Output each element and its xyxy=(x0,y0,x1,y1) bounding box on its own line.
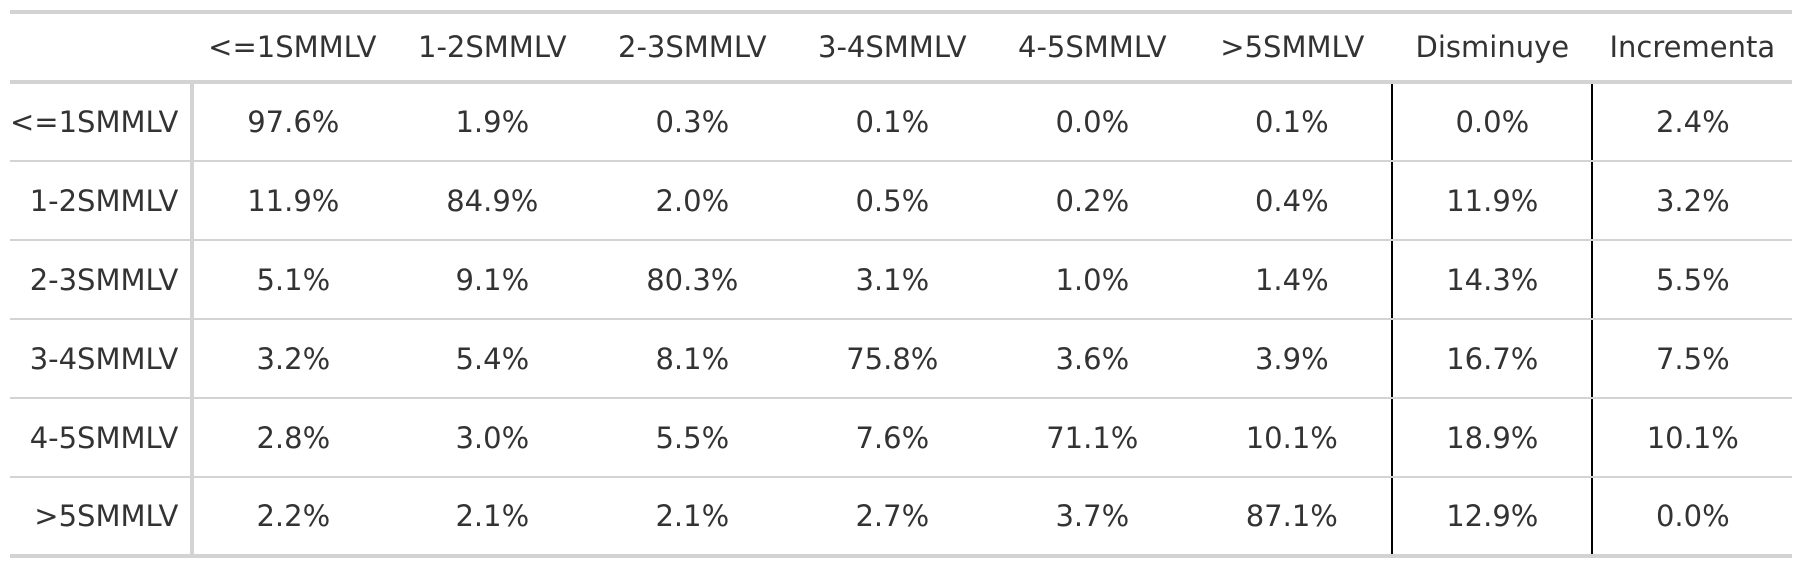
row-label: >5SMMLV xyxy=(10,477,195,558)
table-cell: 0.0% xyxy=(1591,477,1793,558)
table-cell: 5.1% xyxy=(192,240,393,320)
table-cell: 9.1% xyxy=(392,240,593,320)
table-cell: 0.2% xyxy=(992,161,1193,241)
table-cell: 97.6% xyxy=(192,82,393,162)
row-label: 2-3SMMLV xyxy=(10,240,195,320)
column-header: 4-5SMMLV xyxy=(992,10,1193,84)
table-row: 3-4SMMLV 3.2% 5.4% 8.1% 75.8% 3.6% 3.9% 16.7% 7.… xyxy=(10,319,1793,399)
table-cell: 0.1% xyxy=(792,82,993,162)
table-cell: 10.1% xyxy=(1591,398,1793,478)
table-cell: 71.1% xyxy=(992,398,1193,478)
table-row: 1-2SMMLV 11.9% 84.9% 2.0% 0.5% 0.2% 0.4% 11.9% 3… xyxy=(10,161,1793,241)
column-header: >5SMMLV xyxy=(1192,10,1393,84)
row-label: <=1SMMLV xyxy=(10,82,195,162)
table-cell: 3.7% xyxy=(992,477,1193,558)
column-header: Disminuye xyxy=(1392,10,1593,84)
table-cell: 5.5% xyxy=(1591,240,1793,320)
table-cell: 2.4% xyxy=(1591,82,1793,162)
table-cell: 0.0% xyxy=(1391,82,1593,162)
table-cell: 80.3% xyxy=(592,240,793,320)
table-cell: 11.9% xyxy=(1391,161,1593,241)
table-cell: 3.1% xyxy=(792,240,993,320)
column-header: 3-4SMMLV xyxy=(792,10,993,84)
table-cell: 3.0% xyxy=(392,398,593,478)
column-header: <=1SMMLV xyxy=(192,10,393,84)
header-corner xyxy=(10,10,193,84)
table-cell: 2.2% xyxy=(192,477,393,558)
table-cell: 0.1% xyxy=(1192,82,1393,162)
table-cell: 10.1% xyxy=(1192,398,1393,478)
table-body: <=1SMMLV 97.6% 1.9% 0.3% 0.1% 0.0% 0.1% 0.0% 2.4… xyxy=(10,82,1793,558)
table-cell: 0.4% xyxy=(1192,161,1393,241)
table-cell: 2.1% xyxy=(392,477,593,558)
table-row: <=1SMMLV 97.6% 1.9% 0.3% 0.1% 0.0% 0.1% 0.0% 2.4… xyxy=(10,82,1793,162)
table-row: 4-5SMMLV 2.8% 3.0% 5.5% 7.6% 71.1% 10.1% 18.9% 1… xyxy=(10,398,1793,478)
row-label: 1-2SMMLV xyxy=(10,161,195,241)
table-cell: 7.6% xyxy=(792,398,993,478)
table-cell: 84.9% xyxy=(392,161,593,241)
table-cell: 87.1% xyxy=(1192,477,1393,558)
table-cell: 3.9% xyxy=(1192,319,1393,399)
column-header: 1-2SMMLV xyxy=(392,10,593,84)
table-cell: 14.3% xyxy=(1391,240,1593,320)
header-row: <=1SMMLV 1-2SMMLV 2-3SMMLV 3-4SMMLV 4-5SMMLV… xyxy=(10,10,1793,84)
table-cell: 8.1% xyxy=(592,319,793,399)
table-row: 2-3SMMLV 5.1% 9.1% 80.3% 3.1% 1.0% 1.4% 14.3% 5.… xyxy=(10,240,1793,320)
table-cell: 1.0% xyxy=(992,240,1193,320)
table-cell: 75.8% xyxy=(792,319,993,399)
row-label: 4-5SMMLV xyxy=(10,398,195,478)
table-cell: 7.5% xyxy=(1591,319,1793,399)
table-cell: 16.7% xyxy=(1391,319,1593,399)
table-cell: 3.2% xyxy=(1591,161,1793,241)
row-label: 3-4SMMLV xyxy=(10,319,195,399)
table-cell: 0.3% xyxy=(592,82,793,162)
column-header: Incrementa xyxy=(1592,10,1793,84)
table-cell: 0.5% xyxy=(792,161,993,241)
table-cell: 12.9% xyxy=(1391,477,1593,558)
table-cell: 2.7% xyxy=(792,477,993,558)
transition-table: <=1SMMLV 1-2SMMLV 2-3SMMLV 3-4SMMLV 4-5SMMLV… xyxy=(10,10,1793,558)
table-cell: 2.8% xyxy=(192,398,393,478)
table-row: >5SMMLV 2.2% 2.1% 2.1% 2.7% 3.7% 87.1% 12.9% 0.0… xyxy=(10,477,1793,558)
table-cell: 1.4% xyxy=(1192,240,1393,320)
table-cell: 5.5% xyxy=(592,398,793,478)
table-cell: 3.2% xyxy=(192,319,393,399)
table-cell: 3.6% xyxy=(992,319,1193,399)
column-header: 2-3SMMLV xyxy=(592,10,793,84)
table-cell: 1.9% xyxy=(392,82,593,162)
table-cell: 11.9% xyxy=(192,161,393,241)
table-cell: 18.9% xyxy=(1391,398,1593,478)
table-cell: 2.0% xyxy=(592,161,793,241)
table-cell: 2.1% xyxy=(592,477,793,558)
table-cell: 5.4% xyxy=(392,319,593,399)
table-cell: 0.0% xyxy=(992,82,1193,162)
